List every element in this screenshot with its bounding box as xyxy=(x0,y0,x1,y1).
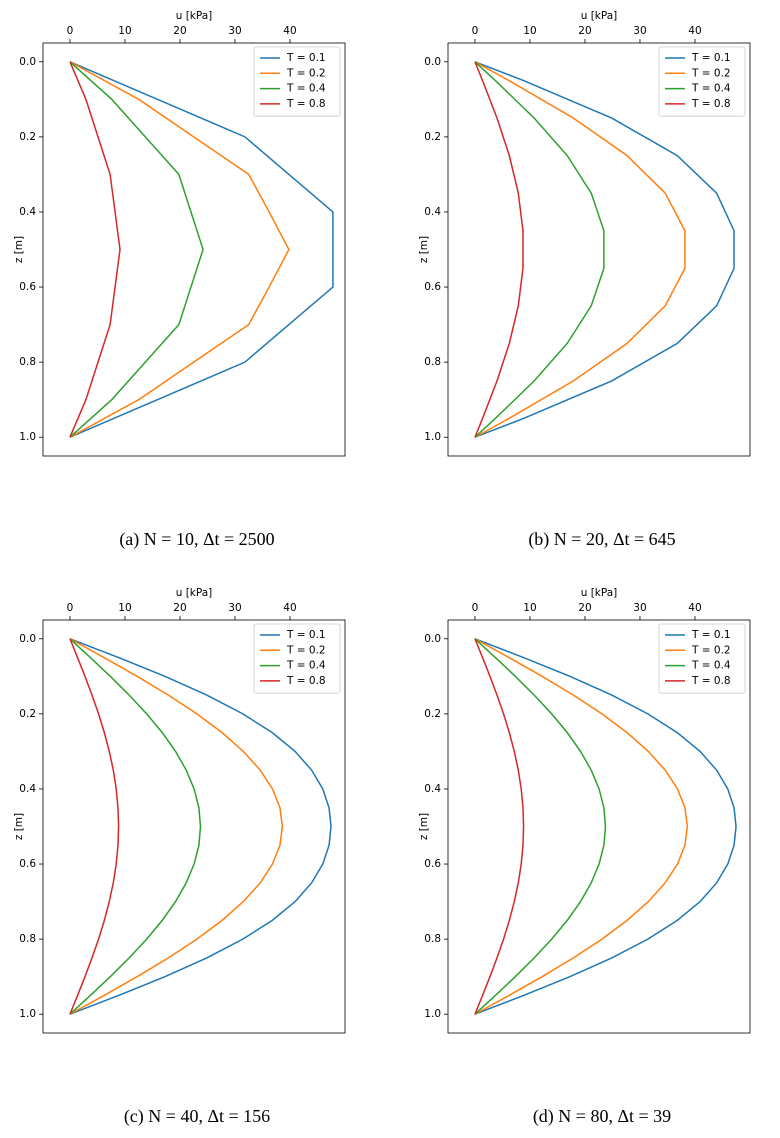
plot-frame xyxy=(447,619,751,1034)
y-tick-label: 0.2 xyxy=(424,131,441,143)
y-tick-label: 0.4 xyxy=(424,783,441,795)
x-tick-label: 0 xyxy=(472,25,479,37)
series-line xyxy=(474,61,524,438)
legend-label: T = 0.4 xyxy=(691,660,731,672)
series-line xyxy=(474,638,689,1015)
y-tick-label: 0.2 xyxy=(424,708,441,720)
y-axis-label: z [m] xyxy=(13,813,25,840)
legend-label: T = 0.2 xyxy=(286,644,326,656)
x-tick-label: 10 xyxy=(523,25,536,37)
y-tick-label: 0.8 xyxy=(19,356,36,368)
legend-label: T = 0.8 xyxy=(286,675,326,687)
y-tick-label: 1.0 xyxy=(19,1008,36,1020)
series-line xyxy=(69,638,202,1015)
y-tick-label: 0.6 xyxy=(19,281,36,293)
y-tick-label: 0.2 xyxy=(19,131,36,143)
x-tick-label: 40 xyxy=(688,25,701,37)
y-tick-label: 1.0 xyxy=(424,1008,441,1020)
x-axis-label: u [kPa] xyxy=(176,587,213,599)
series-line xyxy=(474,638,607,1015)
series-line xyxy=(474,61,686,438)
legend-box xyxy=(253,623,341,694)
x-tick-label: 0 xyxy=(472,602,479,614)
series-line xyxy=(69,61,334,438)
series-line xyxy=(69,61,290,438)
y-tick-label: 0.0 xyxy=(424,56,441,68)
y-tick-label: 0.2 xyxy=(19,708,36,720)
y-axis-label: z [m] xyxy=(418,236,430,263)
y-axis-label: z [m] xyxy=(418,813,430,840)
legend-label: T = 0.1 xyxy=(286,629,326,641)
x-tick-label: 20 xyxy=(173,25,186,37)
legend-label: T = 0.4 xyxy=(286,660,326,672)
y-tick-label: 0.8 xyxy=(424,356,441,368)
series-line xyxy=(69,61,204,438)
x-axis-label: u [kPa] xyxy=(581,10,618,22)
legend-label: T = 0.8 xyxy=(691,98,731,110)
plot-frame xyxy=(447,42,751,457)
legend-label: T = 0.2 xyxy=(691,67,731,79)
x-axis-label: u [kPa] xyxy=(176,10,213,22)
plot-frame xyxy=(42,619,346,1034)
series-line xyxy=(69,61,121,438)
y-tick-label: 0.4 xyxy=(424,206,441,218)
series-line xyxy=(69,638,284,1015)
legend-label: T = 0.4 xyxy=(286,83,326,95)
y-tick-label: 0.8 xyxy=(19,933,36,945)
x-tick-label: 40 xyxy=(283,25,296,37)
caption: (b) N = 20, Δt = 645 xyxy=(528,529,675,550)
y-axis-label: z [m] xyxy=(13,236,25,263)
y-tick-label: 0.6 xyxy=(19,858,36,870)
legend-label: T = 0.1 xyxy=(286,52,326,64)
series-line xyxy=(474,638,737,1015)
legend-box xyxy=(658,623,746,694)
x-tick-label: 10 xyxy=(523,602,536,614)
series-line xyxy=(474,61,605,438)
x-tick-label: 0 xyxy=(67,25,74,37)
y-tick-label: 0.4 xyxy=(19,783,36,795)
y-tick-label: 0.6 xyxy=(424,281,441,293)
y-tick-label: 0.0 xyxy=(19,633,36,645)
legend-label: T = 0.2 xyxy=(691,644,731,656)
x-tick-label: 10 xyxy=(118,25,131,37)
series-line xyxy=(69,638,120,1015)
y-tick-label: 1.0 xyxy=(19,431,36,443)
legend-label: T = 0.8 xyxy=(691,675,731,687)
x-tick-label: 20 xyxy=(578,602,591,614)
x-tick-label: 40 xyxy=(283,602,296,614)
x-tick-label: 30 xyxy=(228,25,241,37)
legend-label: T = 0.1 xyxy=(691,52,731,64)
x-tick-label: 40 xyxy=(688,602,701,614)
caption: (a) N = 10, Δt = 2500 xyxy=(119,529,274,550)
y-tick-label: 0.4 xyxy=(19,206,36,218)
legend-label: T = 0.4 xyxy=(691,83,731,95)
legend-label: T = 0.1 xyxy=(691,629,731,641)
plot-frame xyxy=(42,42,346,457)
y-tick-label: 0.0 xyxy=(19,56,36,68)
legend-label: T = 0.2 xyxy=(286,67,326,79)
x-tick-label: 0 xyxy=(67,602,74,614)
legend-box xyxy=(253,46,341,117)
x-tick-label: 20 xyxy=(173,602,186,614)
x-tick-label: 30 xyxy=(633,602,646,614)
y-tick-label: 0.0 xyxy=(424,633,441,645)
series-line xyxy=(474,638,525,1015)
caption: (d) N = 80, Δt = 39 xyxy=(533,1106,671,1127)
series-line xyxy=(69,638,332,1015)
y-tick-label: 1.0 xyxy=(424,431,441,443)
x-axis-label: u [kPa] xyxy=(581,587,618,599)
y-tick-label: 0.8 xyxy=(424,933,441,945)
legend-label: T = 0.8 xyxy=(286,98,326,110)
x-tick-label: 20 xyxy=(578,25,591,37)
y-tick-label: 0.6 xyxy=(424,858,441,870)
caption: (c) N = 40, Δt = 156 xyxy=(124,1106,270,1127)
legend-box xyxy=(658,46,746,117)
x-tick-label: 30 xyxy=(228,602,241,614)
series-line xyxy=(474,61,735,438)
x-tick-label: 30 xyxy=(633,25,646,37)
x-tick-label: 10 xyxy=(118,602,131,614)
